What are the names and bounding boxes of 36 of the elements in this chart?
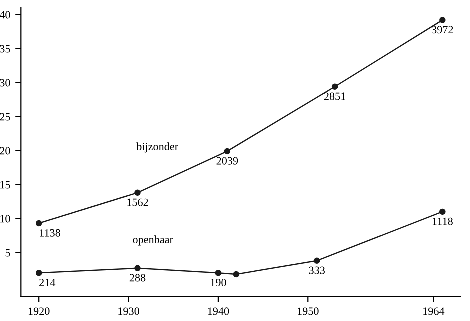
y-tick-label: 35 [0,45,10,53]
annotation: 3972 [432,26,454,34]
y-tick-label: 10 [0,215,10,223]
annotation: 2039 [216,157,238,165]
series-label: openbaar [133,236,174,246]
annotation: 288 [130,274,146,282]
x-tick-label: 1950 [298,308,319,316]
y-tick-label: 20 [0,147,10,155]
y-tick-label: 5 [6,249,10,257]
point [134,265,141,272]
point [440,208,446,216]
annotation: 190 [211,279,226,287]
annotation: 1138 [40,229,60,237]
point [134,190,141,196]
annotation: 1118 [432,218,453,226]
series-label: bijzonder [136,142,178,153]
x-tick-label: 1930 [118,308,140,316]
y-tick-label: 15 [0,181,10,189]
annotation: 333 [309,266,326,274]
point [36,270,42,276]
x-tick-label: 1920 [28,308,50,316]
y-tick-label: 30 [0,79,10,87]
point [440,17,446,24]
x-tick-label: 1964 [424,308,445,316]
point [36,220,42,227]
annotation: 2851 [324,92,346,100]
point [233,271,240,278]
y-tick-label: 25 [0,113,10,121]
y-tick-label: 40 [0,11,10,19]
point [215,270,222,276]
annotation: 214 [40,279,56,286]
point [332,84,338,90]
point [224,148,231,155]
point [314,258,320,264]
x-tick-label: 1940 [208,308,230,316]
annotation: 1562 [128,198,148,206]
